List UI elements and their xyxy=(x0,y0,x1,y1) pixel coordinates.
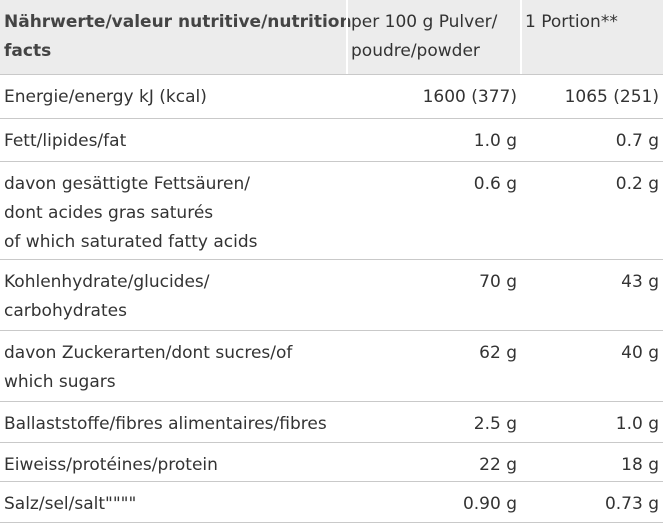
header-col2-line: per 100 g Pulver/ xyxy=(351,12,498,32)
row-portion-value: 1065 (251) xyxy=(564,87,659,107)
header-col3-line: 1 Portion** xyxy=(525,12,618,32)
row-per100-value: 0.6 g xyxy=(473,174,517,194)
row-label: davon gesättigte Fettsäuren/ dont acides… xyxy=(0,162,347,259)
row-label-line: of which saturated fatty acids xyxy=(4,232,258,252)
table-row: Fett/lipides/fat 1.0 g 0.7 g xyxy=(0,119,663,162)
row-portion-value: 40 g xyxy=(621,343,659,363)
row-label: Fett/lipides/fat xyxy=(0,119,347,161)
row-label: davon Zuckerarten/dont sucres/of which s… xyxy=(0,331,347,401)
row-per100-value: 62 g xyxy=(479,343,517,363)
row-label-line: Ballaststoffe/fibres alimentaires/fibres xyxy=(4,414,327,434)
row-per100-value: 1600 (377) xyxy=(422,87,517,107)
row-label-line: Fett/lipides/fat xyxy=(4,131,127,151)
table-row: davon gesättigte Fettsäuren/ dont acides… xyxy=(0,162,663,260)
header-col2-line: poudre/powder xyxy=(351,41,480,61)
row-label-line: Salz/sel/salt"""" xyxy=(4,494,137,514)
row-label: Energie/energy kJ (kcal) xyxy=(0,75,347,118)
header-portion: 1 Portion** xyxy=(521,0,663,74)
header-divider xyxy=(520,0,522,74)
row-label-line: dont acides gras saturés xyxy=(4,203,214,223)
row-label: Eiweiss/protéines/protein xyxy=(0,443,347,481)
row-per100-value: 22 g xyxy=(479,455,517,475)
row-label-line: which sugars xyxy=(4,372,116,392)
row-label-line: Kohlenhydrate/glucides/ xyxy=(4,272,210,292)
table-row: Kohlenhydrate/glucides/ carbohydrates 70… xyxy=(0,260,663,331)
row-per100-value: 70 g xyxy=(479,272,517,292)
table-row: Energie/energy kJ (kcal) 1600 (377) 1065… xyxy=(0,75,663,119)
table-row: Eiweiss/protéines/protein 22 g 18 g xyxy=(0,443,663,482)
row-portion-value: 0.2 g xyxy=(615,174,659,194)
row-per100-value: 0.90 g xyxy=(462,494,517,514)
row-portion-value: 18 g xyxy=(621,455,659,475)
table-row: Salz/sel/salt"""" 0.90 g 0.73 g xyxy=(0,482,663,523)
row-label-line: carbohydrates xyxy=(4,301,127,321)
row-label-line: Eiweiss/protéines/protein xyxy=(4,455,218,475)
table-header: Nährwerte/valeur nutritive/nutrition fac… xyxy=(0,0,663,75)
row-portion-value: 43 g xyxy=(621,272,659,292)
row-label-line: Energie/energy kJ (kcal) xyxy=(4,87,207,107)
row-portion-value: 0.7 g xyxy=(615,131,659,151)
row-portion-value: 0.73 g xyxy=(604,494,659,514)
table-row: davon Zuckerarten/dont sucres/of which s… xyxy=(0,331,663,402)
header-nutrition-facts: Nährwerte/valeur nutritive/nutrition fac… xyxy=(0,0,352,74)
row-per100-value: 1.0 g xyxy=(473,131,517,151)
row-portion-value: 1.0 g xyxy=(615,414,659,434)
header-divider xyxy=(346,0,348,74)
row-label: Ballaststoffe/fibres alimentaires/fibres xyxy=(0,402,347,442)
row-label: Salz/sel/salt"""" xyxy=(0,482,347,522)
header-col1-line: Nährwerte/valeur nutritive/nutrition xyxy=(4,12,352,32)
row-label: Kohlenhydrate/glucides/ carbohydrates xyxy=(0,260,347,330)
row-label-line: davon gesättigte Fettsäuren/ xyxy=(4,174,251,194)
table-row: Ballaststoffe/fibres alimentaires/fibres… xyxy=(0,402,663,443)
header-col1-line: facts xyxy=(4,41,52,61)
header-per-100g: per 100 g Pulver/ poudre/powder xyxy=(347,0,521,74)
row-per100-value: 2.5 g xyxy=(473,414,517,434)
row-label-line: davon Zuckerarten/dont sucres/of xyxy=(4,343,293,363)
